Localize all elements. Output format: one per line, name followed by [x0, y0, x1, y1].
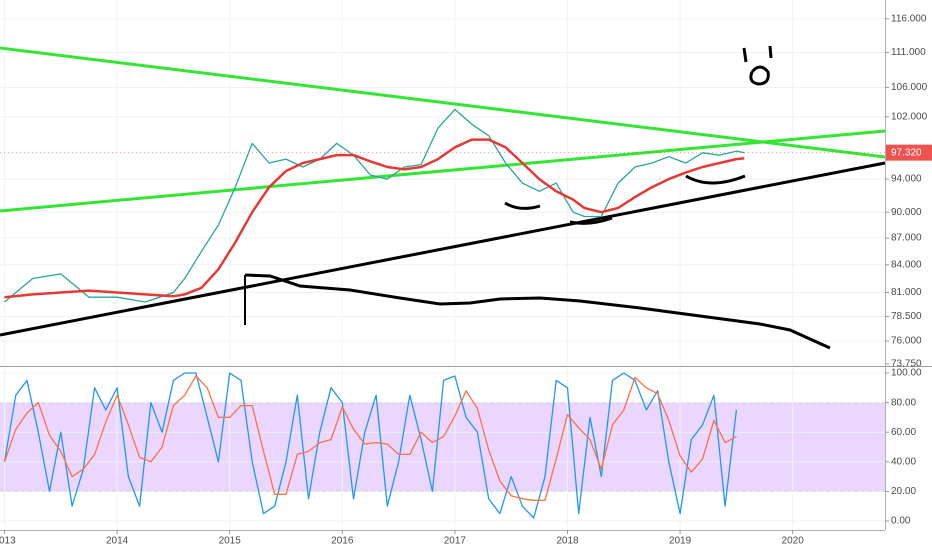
x-tick-label: 2018 — [556, 536, 579, 547]
y-tick-label: 94.000 — [891, 174, 922, 185]
trendline — [0, 129, 886, 213]
band — [0, 402, 885, 492]
last-value-tag — [886, 144, 932, 161]
series-line — [4, 138, 745, 299]
y-tick-label: 73.750 — [891, 359, 922, 370]
series-line — [3, 375, 737, 501]
panel-grid — [0, 0, 885, 530]
y-tick-label: 0.00 — [891, 516, 911, 527]
y-tick-label: 102.000 — [891, 111, 928, 122]
x-tick-label: 2013 — [0, 536, 16, 547]
series-line — [3, 372, 738, 519]
y-tick-label: 76.000 — [891, 336, 922, 347]
y-tick-label: 106.000 — [891, 82, 928, 93]
y-tick-label: 60.00 — [891, 427, 916, 438]
y-tick-label: 90.000 — [891, 207, 922, 218]
drawn-curve — [244, 273, 831, 350]
y-tick-label: 84.000 — [891, 259, 922, 270]
y-tick-label: 20.00 — [891, 486, 916, 497]
x-tick-label: 2017 — [444, 536, 467, 547]
y-tick-label: 100.00 — [891, 368, 922, 379]
y-tick-label: 81.000 — [891, 287, 922, 298]
x-tick-label: 2015 — [219, 536, 242, 547]
y-tick-label: 116.000 — [891, 13, 927, 24]
y-tick-label: 87.000 — [891, 233, 922, 244]
y-tick-label: 111.000 — [891, 47, 926, 58]
last-value-label: 97.320 — [891, 147, 922, 158]
series-line — [4, 108, 745, 303]
x-tick-label: 2020 — [782, 536, 805, 547]
drawn-arc — [504, 201, 541, 210]
drawn-arc — [685, 174, 746, 185]
trendline — [0, 46, 886, 159]
drawn-arc — [569, 216, 613, 225]
trendline — [0, 161, 886, 337]
y-tick-label: 78.500 — [891, 311, 922, 322]
drawings — [0, 45, 886, 350]
x-tick-label: 2016 — [331, 536, 354, 547]
doodle — [742, 45, 773, 86]
x-tick-label: 2019 — [669, 536, 692, 547]
x-tick-label: 2014 — [106, 536, 129, 547]
y-tick-label: 40.00 — [891, 456, 916, 467]
y-tick-label: 80.00 — [891, 397, 916, 408]
